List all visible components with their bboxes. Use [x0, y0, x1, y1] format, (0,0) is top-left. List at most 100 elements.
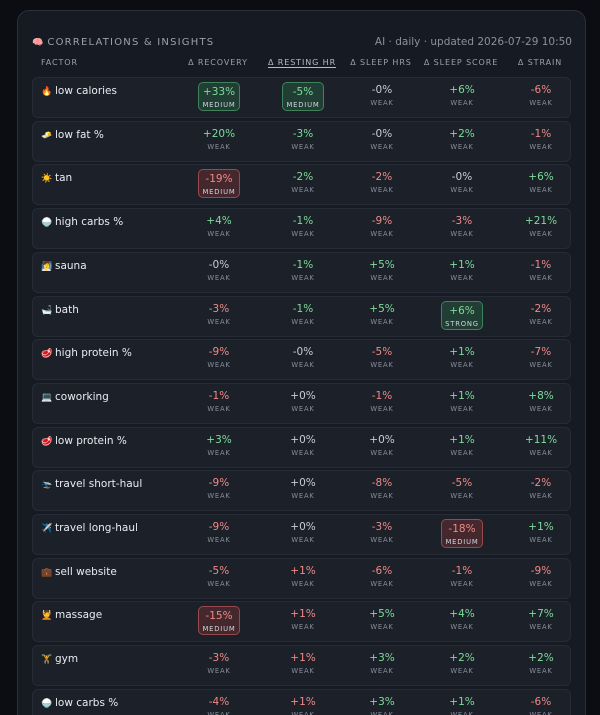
strength-label: WEAK [529, 710, 553, 715]
delta-value: +1% [449, 346, 475, 359]
table-row[interactable]: 🥩 low protein % +3% WEAK +0% WEAK +0% WEAK +1% WE… [32, 426, 571, 468]
factor-name: bath [55, 303, 79, 316]
factor-label: 🥩 low protein % [41, 435, 127, 447]
delta-value: +6% [528, 171, 554, 184]
col-strain[interactable]: Δ STRAIN [517, 58, 563, 67]
strength-label: MEDIUM [202, 101, 236, 109]
table-row[interactable]: ☀️ tan -19% MEDIUM -2% WEAK -2% WEAK -0% WEAK +6% W… [32, 164, 571, 206]
delta-value: +4% [449, 608, 475, 621]
table-row[interactable]: 🍚 low carbs % -4% WEAK +1% WEAK +3% WEAK +1% WEAK… [32, 688, 571, 715]
table-row[interactable]: 💼 sell website -5% WEAK +1% WEAK -6% WEAK -1% WEA… [32, 557, 571, 599]
delta-value: +3% [206, 433, 232, 446]
strength-label: WEAK [370, 536, 394, 544]
factor-icon: 🍚 [41, 698, 53, 709]
factor-name: coworking [55, 390, 109, 403]
strength-label: WEAK [450, 142, 474, 151]
factor-name: high carbs % [55, 216, 124, 229]
strength-label: WEAK [207, 710, 231, 715]
sleep-score-cell: +1% WEAK [436, 345, 488, 370]
delta-value: +1% [449, 695, 475, 708]
strength-label: WEAK [450, 404, 474, 413]
delta-value: -0% [292, 346, 314, 359]
table-row[interactable]: 🧈 low fat % +20% WEAK -3% WEAK -0% WEAK +2% WEAK -… [32, 120, 571, 162]
delta-value: -1% [292, 258, 314, 271]
table-row[interactable]: 💻 coworking -1% WEAK +0% WEAK -1% WEAK +1% WEAK +8… [32, 382, 571, 424]
table-row[interactable]: 🛁 bath -3% WEAK -1% WEAK +5% WEAK +6% STRONG -2% WE… [32, 295, 571, 337]
sleep-score-cell: -5% WEAK [436, 476, 488, 501]
factor-name: sauna [55, 259, 87, 272]
table-row[interactable]: 🛬 travel short-haul -9% WEAK +0% WEAK -8% WEAK -… [32, 470, 571, 512]
table-row[interactable]: 🍚 high carbs % +4% WEAK -1% WEAK -9% WEAK -3% WEA… [32, 208, 571, 250]
recovery-cell: -9% WEAK [193, 476, 245, 501]
delta-value: -1% [292, 215, 314, 228]
table-row[interactable]: ✈️ travel long-haul -9% WEAK +0% WEAK -3% WEAK -… [32, 514, 571, 555]
delta-value: +0% [290, 521, 316, 533]
sleep-score-cell: +4% WEAK [436, 607, 488, 632]
table-row[interactable]: 💆 massage -15% MEDIUM +1% WEAK +5% WEAK +4% WEAK +… [32, 601, 571, 643]
strength-label: WEAK [291, 230, 315, 239]
strength-label: WEAK [370, 448, 394, 457]
delta-value: -5% [371, 346, 393, 359]
factor-name: gym [55, 653, 79, 666]
strength-label: MEDIUM [202, 625, 236, 634]
resting-hr-cell: -1% WEAK [277, 214, 329, 239]
strength-label: WEAK [450, 579, 474, 588]
delta-value: +0% [369, 433, 395, 446]
delta-value: +2% [449, 127, 475, 140]
strain-cell: -9% WEAK [515, 564, 567, 589]
sleep-hrs-cell: +5% WEAK [356, 607, 408, 632]
delta-value: -1% [292, 302, 314, 315]
col-recovery[interactable]: Δ RECOVERY [188, 58, 248, 67]
table-row[interactable]: 🧖 sauna -0% WEAK -1% WEAK +5% WEAK +1% WEAK -1% WEA… [32, 251, 571, 293]
recovery-cell: +20% WEAK [193, 127, 245, 152]
strength-label: WEAK [450, 186, 474, 195]
strain-cell: -2% WEAK [515, 476, 567, 501]
sleep-score-cell: +1% WEAK [436, 433, 488, 458]
factor-name: low fat % [55, 128, 104, 141]
table-row[interactable]: 🏋️ gym -3% WEAK +1% WEAK +3% WEAK +2% WEAK +2% WEAK [32, 645, 571, 687]
factor-icon: 🛬 [41, 480, 53, 491]
delta-value: +2% [449, 652, 475, 665]
factor-name: low protein % [55, 434, 127, 447]
factor-icon: ✈️ [41, 524, 53, 534]
delta-value: -3% [292, 127, 314, 140]
update-meta: AI · daily · updated 2026-07-29 10:50 [374, 36, 572, 48]
delta-value: -3% [208, 652, 230, 665]
strength-label: WEAK [207, 579, 231, 588]
delta-value: -4% [208, 695, 230, 708]
delta-value: +1% [290, 695, 316, 708]
sleep-hrs-cell: +3% WEAK [356, 695, 408, 715]
factor-name: travel long-haul [55, 522, 138, 534]
col-sleep-score[interactable]: Δ SLEEP SCORE [423, 58, 499, 67]
brain-icon: 🧠 [32, 38, 45, 48]
sleep-hrs-cell: -3% WEAK [356, 520, 408, 545]
strength-label: WEAK [450, 99, 474, 107]
col-factor[interactable]: FACTOR [41, 58, 78, 67]
factor-name: low carbs % [55, 696, 119, 709]
delta-value: -19% [205, 173, 233, 186]
strength-label: WEAK [291, 186, 315, 195]
resting-hr-cell: +0% WEAK [277, 433, 329, 458]
factor-icon: 🛁 [41, 305, 53, 316]
col-sleep-hrs[interactable]: Δ SLEEP HRS [350, 58, 412, 67]
column-headers: FACTOR Δ RECOVERY Δ RESTING HR Δ SLEEP H… [32, 58, 572, 70]
factor-label: 🔥 low calories [41, 85, 117, 97]
delta-value: -1% [371, 389, 393, 402]
factor-name: travel short-haul [55, 478, 143, 491]
strength-label: WEAK [529, 579, 553, 588]
delta-value: -9% [371, 215, 393, 228]
resting-hr-cell: -0% WEAK [277, 345, 329, 370]
factor-icon: 🧖 [41, 261, 53, 272]
strength-label: WEAK [529, 186, 553, 195]
recovery-cell: -3% WEAK [193, 651, 245, 676]
delta-value: -3% [208, 302, 230, 315]
sleep-score-cell: +6% WEAK [436, 83, 488, 108]
factor-icon: 🥩 [41, 349, 53, 360]
sleep-hrs-cell: -0% WEAK [356, 127, 408, 152]
col-resting-hr[interactable]: Δ RESTING HR [267, 58, 337, 67]
table-row[interactable]: 🥩 high protein % -9% WEAK -0% WEAK -5% WEAK +1% W… [32, 339, 571, 381]
factor-icon: 🧈 [41, 130, 53, 141]
delta-value: -3% [371, 521, 393, 533]
table-row[interactable]: 🔥 low calories +33% MEDIUM -5% MEDIUM -0% WEAK +… [32, 77, 571, 118]
delta-value: +1% [290, 564, 316, 577]
